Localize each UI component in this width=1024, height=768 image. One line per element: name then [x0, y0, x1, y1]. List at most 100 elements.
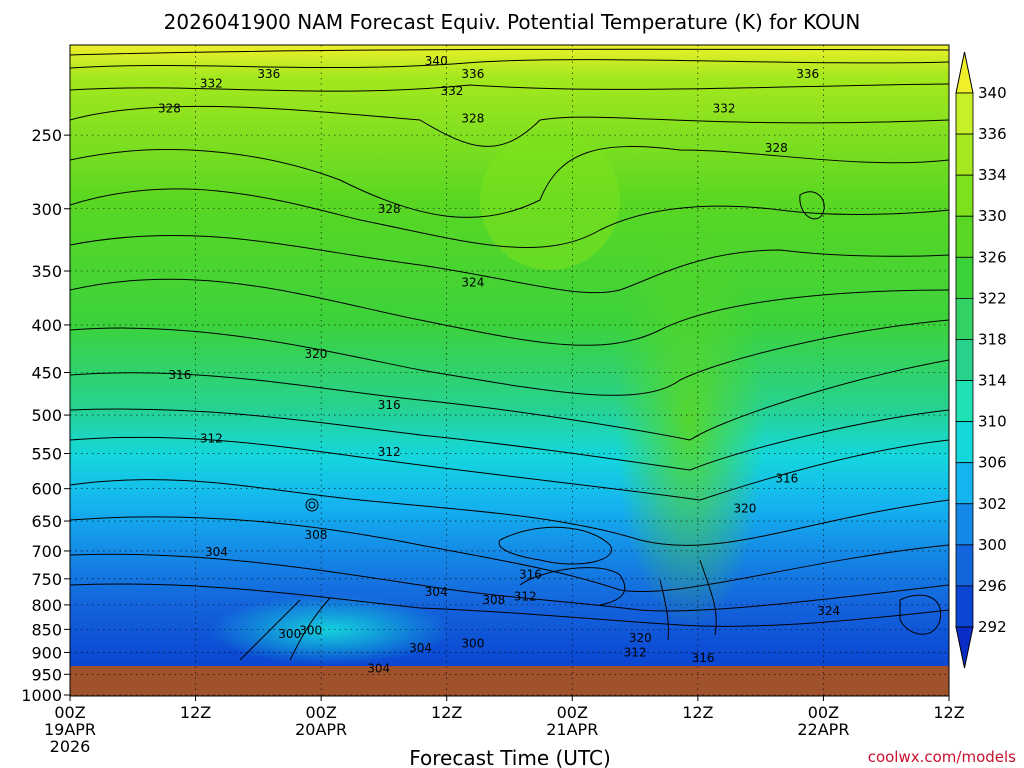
contour-label: 312: [624, 645, 647, 659]
colorbar-label: 296: [978, 577, 1007, 595]
colorbar-label: 330: [978, 207, 1007, 225]
x-tick-label: 12Z: [180, 703, 211, 722]
contour-label: 332: [713, 101, 736, 115]
x-tick-label: 21APR: [546, 720, 598, 739]
y-tick-label: 550: [31, 445, 62, 464]
contour-label: 304: [409, 641, 432, 655]
contour-label: 328: [461, 112, 484, 126]
x-tick-label: 12Z: [933, 703, 964, 722]
contour-label: 316: [168, 368, 191, 382]
contour-label: 320: [629, 631, 652, 645]
contour-label: 312: [200, 432, 223, 446]
colorbar-swatch: [955, 544, 974, 587]
contour-label: 304: [205, 545, 228, 559]
colorbar-label: 300: [978, 536, 1007, 554]
y-tick-label: 950: [31, 665, 62, 684]
y-tick-label: 1000: [21, 686, 62, 705]
y-tick-label: 700: [31, 542, 62, 561]
contour-label: 308: [304, 528, 327, 542]
colorbar-top-arrow: [955, 51, 974, 94]
chart-title: 2026041900 NAM Forecast Equiv. Potential…: [164, 10, 861, 34]
colorbar-swatch: [955, 133, 974, 176]
colorbar-swatch: [955, 421, 974, 464]
contour-label: 320: [304, 347, 327, 361]
theta-e-field: [70, 45, 949, 666]
contour-label: 316: [775, 471, 798, 485]
colorbar-label: 334: [978, 166, 1007, 184]
contour-label: 332: [440, 84, 463, 98]
x-tick-label: 2026: [50, 737, 91, 756]
plot-area: [70, 45, 949, 696]
colorbar-bottom-arrow: [955, 626, 974, 669]
contour-label: 316: [519, 567, 542, 581]
colorbar-label: 314: [978, 372, 1007, 390]
y-tick-label: 350: [31, 262, 62, 281]
dry-air-intrusion: [615, 210, 765, 630]
colorbar-label: 336: [978, 125, 1007, 143]
y-tick-label: 300: [31, 200, 62, 219]
colorbar-swatch: [955, 380, 974, 423]
colorbar: 340 336 334 330 326 322 318 314 310 306 302 300 296 2…: [955, 51, 1007, 669]
colorbar-swatch: [955, 215, 974, 258]
colorbar-swatch: [955, 174, 974, 217]
y-tick-label: 500: [31, 406, 62, 425]
surface-ground: [70, 666, 949, 696]
colorbar-label: 302: [978, 495, 1007, 513]
x-tick-label: 19APR: [44, 720, 96, 739]
contour-label: 328: [158, 101, 181, 115]
x-tick-label: 00Z: [808, 703, 839, 722]
contour-label: 312: [378, 445, 401, 459]
y-tick-label: 450: [31, 364, 62, 383]
colorbar-label: 310: [978, 413, 1007, 431]
colorbar-swatch: [955, 92, 974, 135]
y-tick-label: 400: [31, 316, 62, 335]
contour-label: 336: [257, 67, 280, 81]
contour-label: 328: [765, 141, 788, 155]
colorbar-swatch: [955, 462, 974, 505]
x-tick-label: 12Z: [682, 703, 713, 722]
contour-label: 320: [733, 501, 756, 515]
y-axis: 250 300 350 400 450 500 550 600 650 700 750 800 850 9…: [21, 126, 949, 705]
y-tick-label: 900: [31, 643, 62, 662]
y-tick-label: 800: [31, 596, 62, 615]
contour-label: 312: [514, 590, 537, 604]
low-level-cyan-region: [210, 595, 450, 665]
x-tick-label: 20APR: [295, 720, 347, 739]
x-tick-label: 00Z: [54, 703, 85, 722]
x-tick-label: 00Z: [305, 703, 336, 722]
contour-label: 340: [425, 54, 448, 68]
y-tick-label: 600: [31, 480, 62, 499]
contour-label: 328: [378, 202, 401, 216]
contour-label: 304: [367, 662, 390, 676]
y-tick-label: 750: [31, 570, 62, 589]
y-tick-label: 850: [31, 620, 62, 639]
contour-label: 332: [200, 76, 223, 90]
colorbar-swatch: [955, 339, 974, 381]
contour-label: 336: [461, 67, 484, 81]
contour-label: 300: [278, 627, 301, 641]
colorbar-swatch: [955, 297, 974, 340]
contour-lines: [70, 48, 949, 661]
colorbar-label: 292: [978, 618, 1007, 636]
contour-label: 316: [378, 398, 401, 412]
contour-label: 304: [425, 585, 448, 599]
x-tick-label: 12Z: [431, 703, 462, 722]
high-level-green-bubble: [480, 130, 620, 270]
contour-label: 300: [299, 623, 322, 637]
colorbar-label: 306: [978, 454, 1007, 472]
credit-text: coolwx.com/models: [868, 748, 1016, 766]
x-tick-label: 22APR: [797, 720, 849, 739]
colorbar-swatch: [955, 503, 974, 546]
contour-label: 336: [796, 67, 819, 81]
contour-label: 316: [692, 651, 715, 665]
y-tick-label: 250: [31, 126, 62, 145]
colorbar-label: 326: [978, 248, 1007, 266]
colorbar-label: 322: [978, 289, 1007, 307]
contour-label: 300: [461, 636, 484, 650]
colorbar-label: 318: [978, 330, 1007, 348]
colorbar-swatch: [955, 256, 974, 299]
contour-label: 324: [461, 275, 484, 289]
